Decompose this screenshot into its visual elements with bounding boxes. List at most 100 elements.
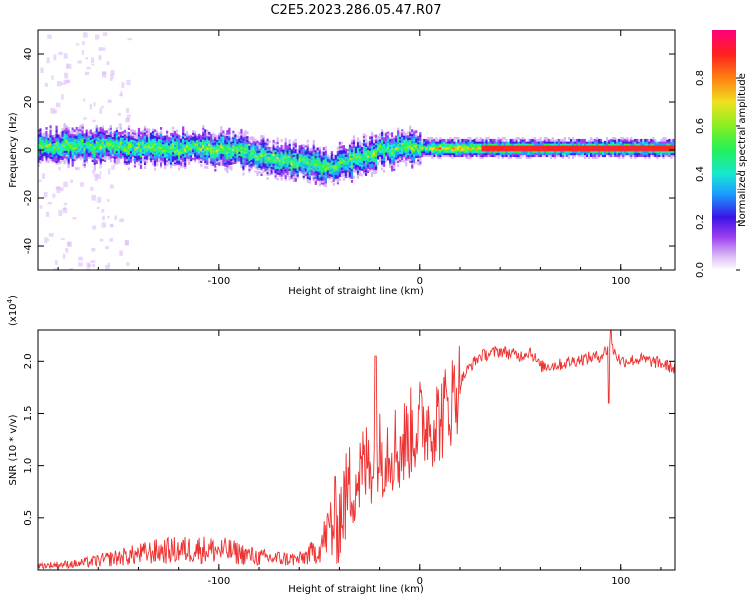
- heatmap-cell: [606, 146, 609, 150]
- heatmap-cell: [525, 150, 528, 154]
- heatmap-cell: [234, 159, 237, 163]
- heatmap-cell: [61, 139, 64, 143]
- heatmap-cell: [567, 148, 571, 152]
- heatmap-cell: [475, 154, 478, 158]
- heatmap-cell: [372, 155, 376, 159]
- heatmap-cell: [358, 155, 362, 159]
- heatmap-cell: [509, 138, 512, 142]
- heatmap-cell: [260, 152, 263, 155]
- heatmap-cell: [417, 151, 420, 154]
- heatmap-cell: [585, 140, 589, 144]
- heatmap-cell: [409, 142, 412, 146]
- heatmap-cell: [652, 146, 655, 150]
- heatmap-cell: [437, 152, 440, 156]
- heatmap-cell: [638, 150, 641, 154]
- heatmap-cell: [250, 159, 253, 162]
- heatmap-cell: [427, 150, 430, 154]
- heatmap-cell: [354, 158, 358, 161]
- heatmap-cell: [127, 127, 131, 130]
- heatmap-cell: [222, 140, 225, 143]
- heatmap-cell: [411, 140, 414, 144]
- heatmap-cell: [425, 138, 428, 142]
- heatmap-cell: [549, 150, 553, 154]
- heatmap-cell: [620, 154, 623, 158]
- heatmap-cell: [59, 141, 62, 145]
- heatmap-cell: [159, 148, 163, 151]
- heatmap-cell: [194, 134, 197, 138]
- heatmap-cell: [541, 154, 544, 158]
- heatmap-cell: [579, 152, 583, 156]
- heatmap-cell: [192, 141, 195, 145]
- heatmap-cell: [246, 158, 249, 162]
- heatmap-cell: [626, 138, 629, 142]
- heatmap-cell: [228, 148, 231, 152]
- heatmap-cell: [515, 154, 518, 158]
- heatmap-cell: [270, 152, 273, 156]
- snr-plot-area: [38, 330, 675, 570]
- heatmap-cell: [340, 147, 344, 151]
- heatmap-cell: [290, 164, 293, 168]
- heatmap-cell: [401, 159, 404, 163]
- heatmap-cell: [113, 152, 116, 156]
- heatmap-cell: [585, 142, 589, 146]
- heatmap-cell: [230, 162, 233, 165]
- heatmap-cell: [290, 166, 293, 170]
- heatmap-cell: [85, 131, 88, 135]
- heatmap-cell: [308, 148, 311, 151]
- heatmap-cell: [65, 138, 68, 142]
- heatmap-cell: [47, 137, 50, 141]
- heatmap-cell: [330, 176, 333, 179]
- heatmap-cell: [131, 133, 135, 137]
- heatmap-cell: [97, 146, 100, 150]
- heatmap-cell: [370, 147, 374, 151]
- heatmap-cell: [320, 179, 323, 183]
- heatmap-cell: [172, 149, 175, 153]
- heatmap-cell: [381, 167, 384, 171]
- heatmap-cell: [461, 144, 464, 148]
- heatmap-cell: [188, 140, 191, 144]
- heatmap-cell: [190, 144, 193, 148]
- heatmap-cell: [493, 138, 496, 142]
- heatmap-cell: [57, 140, 60, 144]
- heatmap-cell: [266, 154, 269, 157]
- heatmap-cell: [155, 149, 159, 153]
- heatmap-cell: [176, 154, 179, 158]
- heatmap-cell: [182, 128, 185, 132]
- heatmap-cell: [127, 167, 131, 171]
- heatmap-cell: [280, 158, 283, 162]
- heatmap-cell: [47, 152, 50, 156]
- spectrogram-y-tick-label: 0: [23, 147, 34, 153]
- heatmap-cell: [242, 132, 245, 136]
- heatmap-cell: [153, 167, 157, 171]
- heatmap-cell: [280, 156, 283, 160]
- heatmap-cell: [419, 147, 422, 151]
- heatmap-cell: [395, 147, 398, 150]
- heatmap-cell: [180, 139, 183, 143]
- heatmap-cell: [240, 165, 243, 169]
- heatmap-cell: [557, 138, 561, 142]
- heatmap-cell: [316, 170, 319, 174]
- heatmap-cell: [525, 144, 528, 148]
- heatmap-cell: [252, 154, 255, 157]
- heatmap-cell: [383, 164, 386, 167]
- heatmap-cell: [85, 156, 88, 160]
- heatmap-cell: [433, 138, 436, 142]
- heatmap-cell: [387, 130, 390, 134]
- heatmap-cell: [322, 158, 325, 162]
- heatmap-cell: [539, 140, 542, 144]
- heatmap-cell: [409, 156, 412, 160]
- heatmap-cell: [222, 163, 225, 166]
- heatmap-cell: [467, 142, 470, 146]
- heatmap-cell: [81, 129, 84, 133]
- heatmap-cell: [429, 138, 432, 142]
- heatmap-cell: [616, 140, 619, 144]
- heatmap-cell: [461, 138, 464, 142]
- heatmap-cell: [129, 154, 133, 157]
- heatmap-cell: [419, 160, 422, 164]
- heatmap-cell: [91, 153, 94, 157]
- heatmap-cell: [397, 133, 400, 137]
- heatmap-cell: [178, 157, 181, 161]
- heatmap-cell: [274, 147, 277, 151]
- heatmap-cell: [370, 160, 374, 164]
- heatmap-cell: [338, 160, 342, 164]
